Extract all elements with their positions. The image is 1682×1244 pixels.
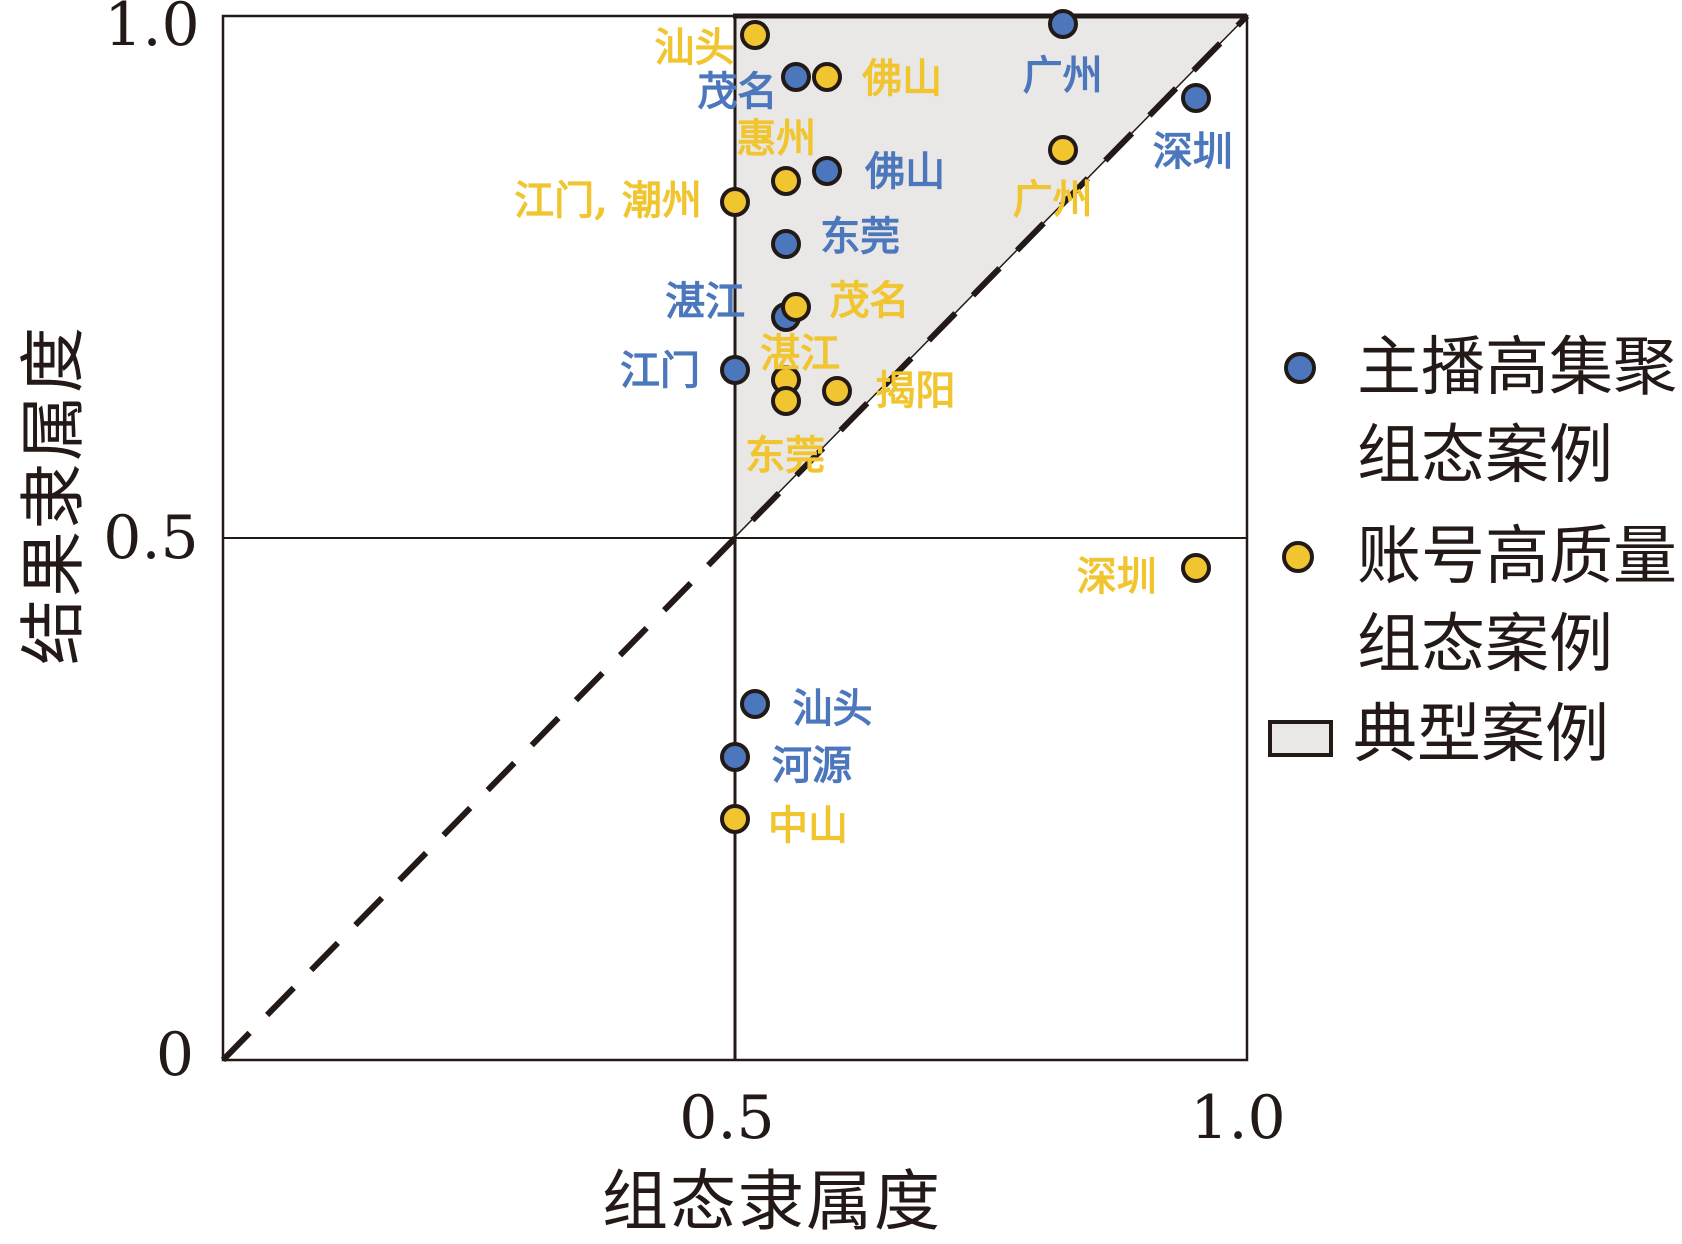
data-point xyxy=(740,19,771,50)
legend-entry-line: 主播高集聚 xyxy=(1357,331,1677,405)
data-point-label: 汕头 xyxy=(654,23,735,71)
data-point xyxy=(1047,9,1078,40)
legend-yellow-dot-icon xyxy=(1282,541,1314,573)
data-point-label: 河源 xyxy=(772,741,852,789)
data-point xyxy=(812,61,843,92)
data-point-label: 江门 xyxy=(620,346,700,394)
x-tick-1.0: 1.0 xyxy=(1190,1083,1286,1153)
y-tick-0: 0 xyxy=(155,1020,195,1090)
data-point-label: 中山 xyxy=(768,802,848,850)
data-point xyxy=(771,166,802,197)
data-point-label: 惠州 xyxy=(736,115,817,163)
data-point-label: 汕头 xyxy=(792,685,873,733)
data-point-label: 深圳 xyxy=(1152,127,1233,175)
data-point xyxy=(812,155,843,186)
data-point-label: 揭阳 xyxy=(875,366,956,414)
y-tick-1.0: 1.0 xyxy=(104,0,200,60)
legend-gray-rect-icon xyxy=(1268,720,1333,757)
data-point-label: 佛山 xyxy=(862,54,943,102)
data-point-label: 茂名 xyxy=(697,67,778,115)
data-point-label: 深圳 xyxy=(1076,553,1157,601)
data-point xyxy=(1180,82,1211,113)
legend-entry-account-quality: 账号高质量 组态案例 xyxy=(1357,513,1677,689)
y-tick-0.5: 0.5 xyxy=(103,503,199,573)
data-point xyxy=(740,689,771,720)
data-point xyxy=(771,229,802,260)
x-axis-title: 组态隶属度 xyxy=(602,1163,942,1240)
data-point xyxy=(822,375,853,406)
data-point xyxy=(720,354,750,385)
legend-entry-line: 组态案例 xyxy=(1357,419,1613,493)
legend-entry-anchor-cluster: 主播高集聚 组态案例 xyxy=(1357,324,1677,500)
data-point-label: 江门, 潮州 xyxy=(514,177,702,225)
data-point xyxy=(720,187,750,218)
legend-entry-line: 账号高质量 xyxy=(1357,520,1677,594)
data-point xyxy=(781,61,812,92)
diagonal-dashed-line xyxy=(220,13,1250,1063)
y-axis-title: 结果隶属度 xyxy=(15,325,92,665)
data-point-label: 佛山 xyxy=(865,147,946,195)
data-point xyxy=(720,741,750,772)
x-tick-0.5: 0.5 xyxy=(679,1083,775,1153)
legend-entry-line: 组态案例 xyxy=(1357,608,1613,682)
legend-entry-line: 典型案例 xyxy=(1353,698,1609,772)
data-point-label: 东莞 xyxy=(820,213,901,261)
data-point-label: 东莞 xyxy=(745,432,826,480)
data-point-label: 广州 xyxy=(1022,52,1103,100)
data-point xyxy=(1180,553,1211,584)
legend-entry-typical-case: 典型案例 xyxy=(1353,691,1609,779)
legend-blue-dot-icon xyxy=(1284,352,1316,384)
data-point xyxy=(1047,134,1078,165)
data-point xyxy=(771,386,802,417)
data-point xyxy=(781,291,812,322)
data-point xyxy=(720,804,750,835)
data-point-label: 湛江 xyxy=(665,278,746,326)
data-point-label: 湛江 xyxy=(760,330,841,378)
data-point-label: 广州 xyxy=(1012,175,1093,223)
data-point-label: 茂名 xyxy=(829,276,910,324)
